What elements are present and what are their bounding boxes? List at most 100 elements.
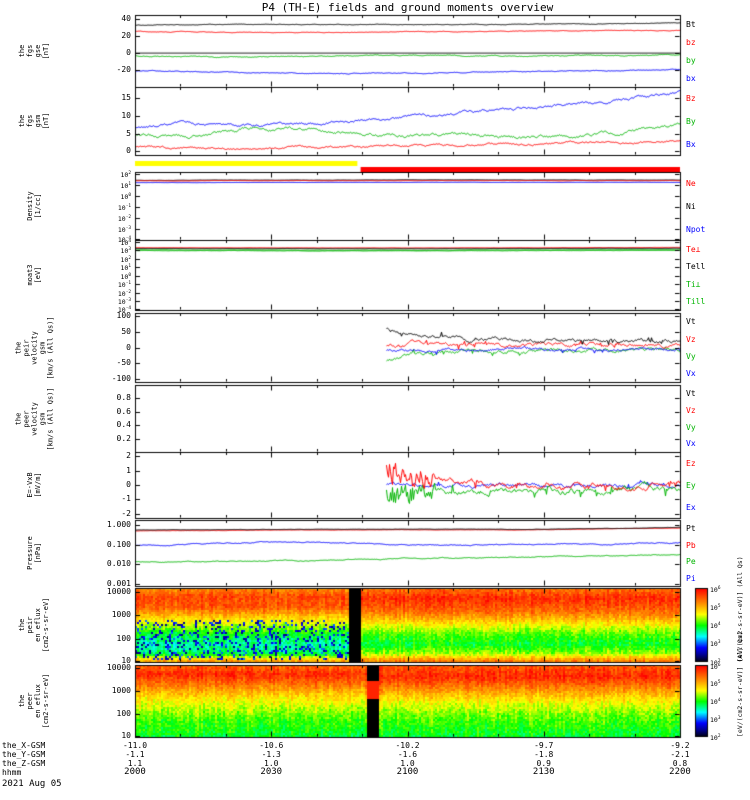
trace-label-Vt: Vt bbox=[686, 317, 696, 327]
x-row-label: the_Y-GSM bbox=[2, 750, 46, 759]
trace-label-Vt: Vt bbox=[686, 389, 696, 399]
y-tick-label: 10 bbox=[121, 731, 131, 741]
colorbar-unit-label: [eV/(cm2-s-sr-eV)] (All Qs) bbox=[736, 631, 744, 737]
trace-label-by: by bbox=[686, 55, 696, 65]
x-row-value: 2200 bbox=[669, 767, 691, 777]
y-tick-label: 0.4 bbox=[116, 420, 131, 430]
trace-label-bz: bz bbox=[686, 37, 696, 47]
y-tick-label: 10-3 bbox=[117, 298, 131, 307]
colorbar-tick-label: 103 bbox=[710, 640, 721, 649]
x-row-value: -2.1 bbox=[670, 750, 690, 759]
x-row-value: 0.9 bbox=[536, 759, 551, 768]
y-tick-label: 100 bbox=[116, 311, 131, 321]
trace-label-Ni: Ni bbox=[686, 202, 696, 212]
trace-label-Pt: Pt bbox=[686, 524, 696, 534]
trace-label-Te: Te⊥ bbox=[686, 244, 701, 254]
plot-title: P4 (TH-E) fields and ground moments over… bbox=[261, 1, 554, 14]
y-tick-label: 0.8 bbox=[116, 393, 131, 403]
trace-label-Bt: Bt bbox=[686, 19, 696, 29]
y-tick-label: 0.6 bbox=[116, 406, 131, 416]
x-row-value: 0.8 bbox=[672, 759, 688, 768]
y-tick-label: 10-4 bbox=[117, 236, 131, 245]
y-tick-label: 103 bbox=[120, 247, 131, 256]
trace-label-Ti: Ti⊥ bbox=[686, 279, 701, 289]
colorbar-tick-label: 102 bbox=[710, 733, 721, 742]
y-tick-label: 0.100 bbox=[106, 539, 131, 549]
trace-label-Bz: Bz bbox=[686, 94, 696, 104]
trace-label-Tell: Tell bbox=[686, 262, 706, 272]
y-tick-label: 1.000 bbox=[106, 519, 131, 529]
y-tick-label: 40 bbox=[121, 14, 131, 24]
panel-ylabel-fgs-gsm: the fgs gsm [nT] bbox=[18, 112, 50, 130]
x-row-value: -9.2 bbox=[670, 741, 690, 750]
y-tick-label: 10-2 bbox=[117, 289, 131, 299]
trace-label-Npot: Npot bbox=[686, 224, 706, 234]
y-tick-label: 0.010 bbox=[106, 559, 131, 569]
y-tick-label: 20 bbox=[121, 31, 131, 41]
x-row-value: 2030 bbox=[260, 767, 283, 777]
trace-label-Ex: Ex bbox=[686, 503, 696, 513]
y-tick-label: -1 bbox=[121, 494, 131, 504]
colorbar-tick-label: 102 bbox=[710, 658, 721, 667]
trace-label-Ey: Ey bbox=[686, 481, 696, 491]
colorbar-tick-label: 106 bbox=[710, 585, 721, 594]
y-tick-label: 10-1 bbox=[117, 204, 131, 213]
x-row-value: 2000 bbox=[124, 767, 146, 777]
trace-label-By: By bbox=[686, 117, 696, 127]
x-row-value: 1.0 bbox=[264, 759, 279, 768]
y-tick-label: 10-1 bbox=[117, 281, 131, 290]
y-tick-label: 100 bbox=[120, 193, 131, 202]
panel-ylabel-moat3: moat3 [eV] bbox=[26, 264, 42, 286]
colorbar-tick-label: 105 bbox=[710, 603, 721, 612]
y-tick-label: 10-4 bbox=[117, 306, 131, 315]
x-row-label: the_X-GSM bbox=[2, 741, 46, 750]
y-tick-label: 1 bbox=[126, 465, 131, 475]
y-tick-label: 10 bbox=[121, 656, 131, 666]
y-tick-label: 15 bbox=[121, 92, 131, 102]
y-tick-label: 100 bbox=[120, 272, 131, 281]
y-tick-label: 104 bbox=[120, 238, 131, 247]
y-tick-label: 10000 bbox=[106, 586, 131, 596]
y-tick-label: 101 bbox=[120, 264, 131, 273]
panel-ylabel-peir-en-eflux: the peir en eflux [cm2-s-sr-eV] bbox=[18, 597, 50, 653]
colorbar-tick-label: 105 bbox=[710, 680, 721, 689]
colorbar-tick-label: 104 bbox=[710, 698, 721, 707]
y-tick-label: 100 bbox=[116, 709, 131, 719]
panel-ylabel-pressure: Pressure [nPa] bbox=[26, 536, 42, 570]
x-row-value: -11.0 bbox=[122, 741, 148, 750]
y-tick-label: 102 bbox=[120, 255, 131, 264]
y-tick-label: 1000 bbox=[111, 610, 131, 620]
panel-ylabel-peir-velocity: the peir velocity gsm [km/s (All Qs)] bbox=[14, 315, 54, 380]
trace-label-Bx: Bx bbox=[686, 139, 696, 149]
x-row-value: 2100 bbox=[396, 767, 419, 777]
panel-ylabel-e-vxb: E=-VxB [mV/m] bbox=[26, 472, 42, 498]
y-tick-label: 10-3 bbox=[117, 226, 131, 235]
y-tick-label: 10 bbox=[121, 110, 131, 120]
x-row-value: 1.0 bbox=[400, 759, 415, 768]
panel-ylabel-density: Density [1/cc] bbox=[26, 191, 42, 221]
trace-label-Ne: Ne bbox=[686, 179, 696, 189]
trace-label-Till: Till bbox=[686, 297, 706, 307]
trace-label-Pe: Pe bbox=[686, 557, 696, 567]
trace-label-bx: bx bbox=[686, 73, 696, 83]
y-tick-label: 0.2 bbox=[116, 433, 131, 443]
date-label: 2021 Aug 05 bbox=[2, 779, 62, 789]
x-row-value: -10.2 bbox=[395, 741, 420, 750]
y-tick-label: 0.001 bbox=[106, 579, 131, 589]
y-tick-label: 101 bbox=[120, 182, 131, 191]
trace-label-Vx: Vx bbox=[686, 369, 696, 379]
y-tick-label: 102 bbox=[120, 171, 131, 180]
x-row-label: hhmm bbox=[2, 768, 22, 777]
y-tick-label: 10-2 bbox=[117, 215, 131, 224]
y-tick-label: -100 bbox=[111, 373, 131, 383]
y-tick-label: 5 bbox=[126, 128, 131, 138]
colorbar-tick-label: 106 bbox=[710, 662, 721, 671]
y-tick-label: 10000 bbox=[106, 663, 131, 673]
colorbar-tick-label: 104 bbox=[710, 622, 721, 631]
panel-ylabel-peer-velocity: the peer velocity gsm [km/s (All Qs)] bbox=[14, 386, 54, 451]
y-tick-label: 0 bbox=[126, 342, 131, 352]
trace-label-Pb: Pb bbox=[686, 540, 696, 550]
y-tick-label: 1000 bbox=[111, 686, 131, 696]
